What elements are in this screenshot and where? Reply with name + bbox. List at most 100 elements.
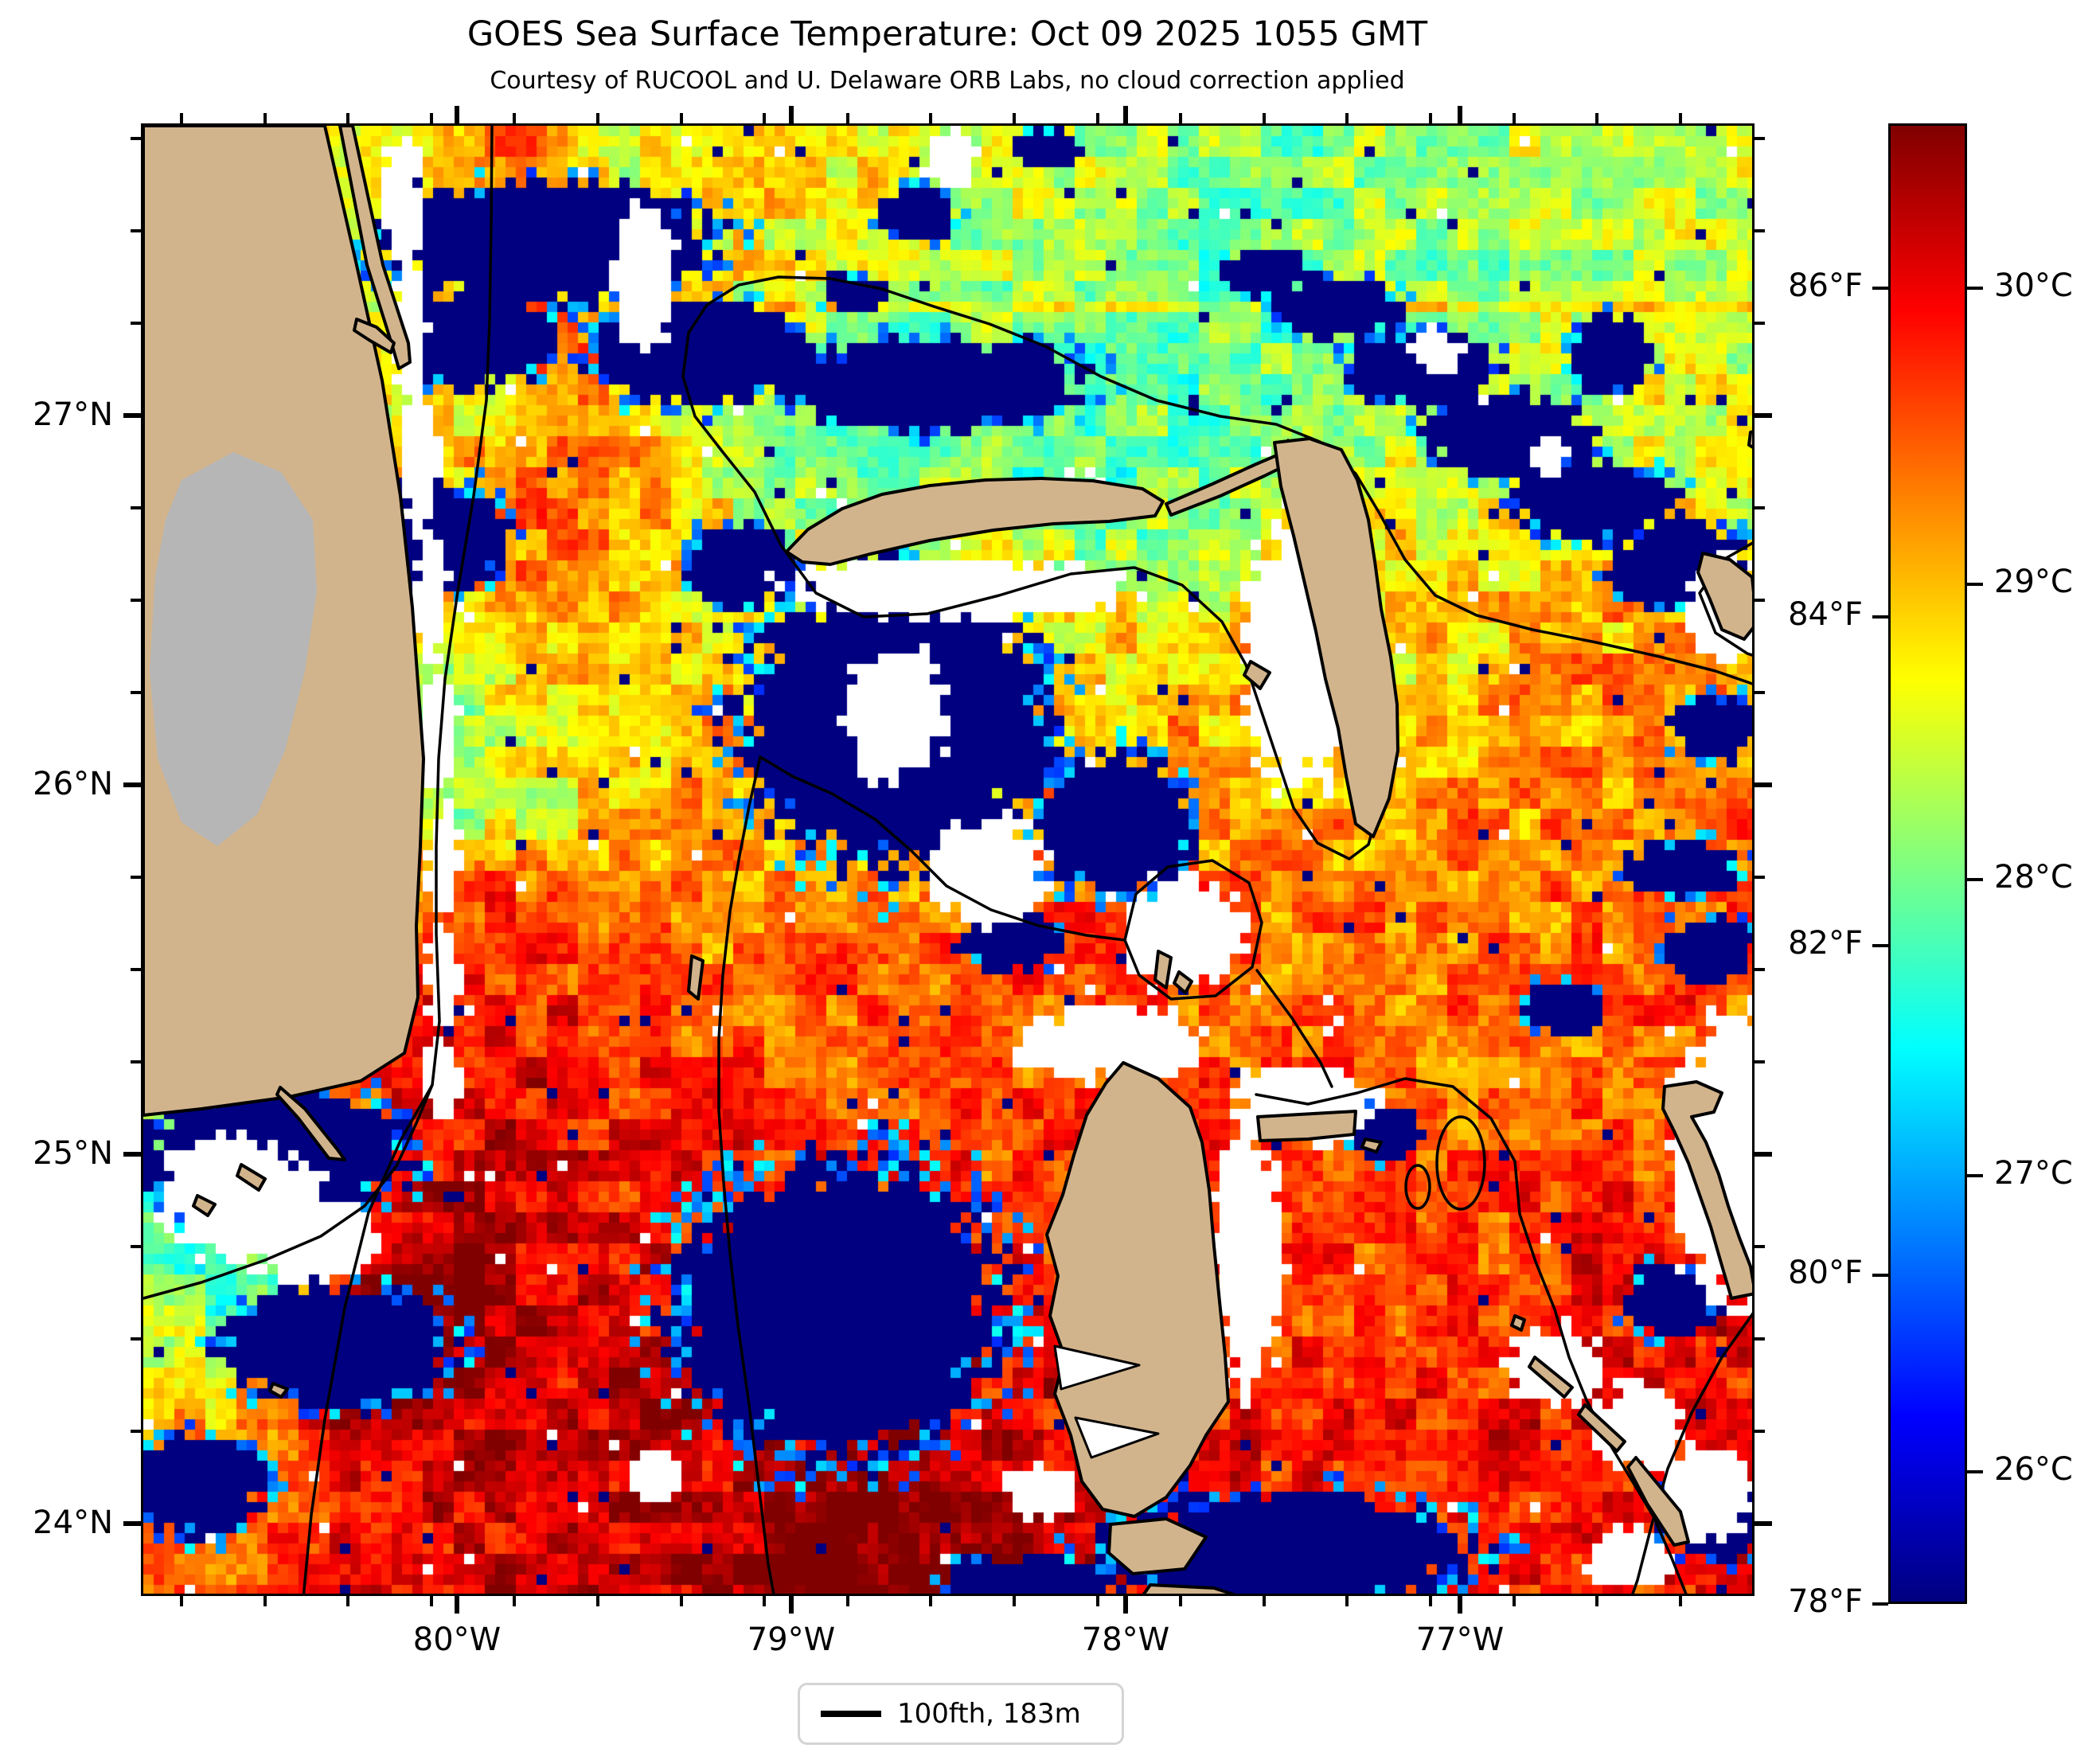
isobath-contour-berry-ring: [1123, 859, 1263, 1001]
landmass-inlet-horn: [353, 318, 396, 354]
landmass-barrier-island: [338, 126, 412, 370]
y-axis-major-tick: [123, 413, 141, 418]
landmass-key-largo: [275, 1086, 346, 1161]
x-axis-minor-tick: [679, 1596, 683, 1606]
x-axis-minor-tick: [180, 1596, 183, 1606]
colorbar-label-fahrenheit: 84°F: [1788, 596, 1863, 633]
x-axis-minor-tick: [1179, 1596, 1183, 1606]
y-axis-minor-tick-right: [1755, 599, 1765, 602]
colorbar-label-celsius: 29°C: [1994, 564, 2073, 600]
x-axis-major-tick: [1123, 1596, 1128, 1614]
x-axis-tick-label: 79°W: [747, 1621, 836, 1658]
x-axis-minor-tick-top: [429, 113, 433, 123]
landmass-andros-s2: [1142, 1583, 1237, 1594]
y-axis-tick-label: 24°N: [33, 1504, 113, 1541]
colorbar-label-fahrenheit: 80°F: [1788, 1255, 1863, 1291]
isobath-contour-ring: [1435, 1115, 1486, 1211]
landmass-bimini: [687, 954, 705, 1001]
channel-cut-andros-cut1: [1053, 1344, 1141, 1391]
y-axis-minor-tick: [131, 599, 141, 602]
x-axis-minor-tick: [429, 1596, 433, 1606]
x-axis-minor-tick: [596, 1596, 599, 1606]
colorbar-tick-fahrenheit: [1872, 615, 1888, 619]
map-axes-frame: [141, 123, 1755, 1596]
y-axis-minor-tick-right: [1755, 1060, 1765, 1063]
x-axis-minor-tick: [1595, 1596, 1599, 1606]
x-axis-minor-tick: [845, 1596, 849, 1606]
landmass-edge-cay: [1747, 430, 1752, 449]
y-axis-minor-tick: [131, 506, 141, 509]
y-axis-minor-tick-right: [1755, 1337, 1765, 1340]
legend-label: 100fth, 183m: [897, 1698, 1081, 1730]
x-axis-major-tick: [1458, 1596, 1462, 1614]
landmass-berry-1: [1153, 950, 1173, 989]
colorbar-tick-celsius: [1967, 1174, 1983, 1177]
x-axis-minor-tick-top: [1262, 113, 1266, 123]
y-axis-minor-tick: [131, 322, 141, 325]
x-axis-tick-label: 80°W: [412, 1621, 502, 1658]
y-axis-minor-tick-right: [1755, 137, 1765, 140]
x-axis-minor-tick-top: [763, 113, 767, 123]
x-axis-minor-tick-top: [1095, 113, 1099, 123]
x-axis-minor-tick-top: [1013, 113, 1016, 123]
x-axis-minor-tick-top: [1595, 113, 1599, 123]
x-axis-minor-tick: [513, 1596, 517, 1606]
x-axis-major-tick-top: [789, 106, 794, 123]
isobath-legend-line-swatch: [821, 1711, 881, 1717]
y-axis-minor-tick-right: [1755, 968, 1765, 971]
colorbar-label-fahrenheit: 78°F: [1788, 1583, 1863, 1620]
x-axis-minor-tick-top: [513, 113, 517, 123]
y-axis-major-tick-right: [1755, 1152, 1772, 1157]
y-axis-major-tick-right: [1755, 413, 1772, 418]
y-axis-minor-tick-right: [1755, 229, 1765, 232]
x-axis-minor-tick: [263, 1596, 267, 1606]
landmass-exuma-3: [1626, 1456, 1690, 1547]
x-axis-minor-tick-top: [1512, 113, 1516, 123]
isobath-contour-berry-to-np: [1255, 969, 1333, 1088]
colorbar-tick-fahrenheit: [1872, 1602, 1888, 1606]
y-axis-minor-tick: [131, 1337, 141, 1340]
y-axis-minor-tick-right: [1755, 1430, 1765, 1433]
colorbar-label-fahrenheit: 82°F: [1788, 925, 1863, 962]
x-axis-major-tick: [789, 1596, 794, 1614]
colorbar-label-celsius: 30°C: [1994, 267, 2073, 304]
x-axis-minor-tick-top: [596, 113, 599, 123]
y-axis-tick-label: 27°N: [33, 396, 113, 433]
landmass-rose-cay: [1360, 1138, 1383, 1153]
landmass-key-3: [192, 1194, 217, 1217]
colorbar-tick-celsius: [1967, 287, 1983, 290]
y-axis-minor-tick: [131, 229, 141, 232]
y-axis-minor-tick: [131, 1430, 141, 1433]
x-axis-minor-tick-top: [929, 113, 933, 123]
colorbar-tick-celsius: [1967, 1470, 1983, 1473]
y-axis-minor-tick: [131, 968, 141, 971]
x-axis-minor-tick: [1429, 1596, 1432, 1606]
landmass-abaco: [1273, 437, 1399, 838]
x-axis-tick-label: 77°W: [1415, 1621, 1505, 1658]
isobath-contour-nw-providence-channel-south: [759, 755, 1126, 942]
x-axis-minor-tick-top: [346, 113, 350, 123]
colorbar-tick-celsius: [1967, 583, 1983, 586]
channel-cut-andros-cut2: [1074, 1416, 1160, 1459]
x-axis-minor-tick: [929, 1596, 933, 1606]
legend-box: 100fth, 183m: [798, 1683, 1124, 1745]
x-axis-minor-tick-top: [180, 113, 183, 123]
x-axis-major-tick-top: [1123, 106, 1128, 123]
x-axis-minor-tick-top: [845, 113, 849, 123]
landmass-new-providence: [1256, 1110, 1357, 1142]
y-axis-minor-tick-right: [1755, 1245, 1765, 1248]
landmass-andros-s1: [1107, 1517, 1208, 1575]
colorbar-tick-fahrenheit: [1872, 944, 1888, 947]
isobath-contour-tongue-of-ocean-east: [1255, 1077, 1688, 1594]
x-axis-minor-tick: [346, 1596, 350, 1606]
colorbar-label-celsius: 27°C: [1994, 1155, 2073, 1192]
colorbar-label-celsius: 26°C: [1994, 1451, 2073, 1488]
x-axis-minor-tick: [1013, 1596, 1016, 1606]
landmass-key-2: [236, 1163, 267, 1192]
y-axis-major-tick: [123, 1152, 141, 1157]
isobath-contour-ring: [1404, 1164, 1431, 1210]
x-axis-major-tick: [455, 1596, 459, 1614]
colorbar-tick-celsius: [1967, 878, 1983, 881]
x-axis-minor-tick: [1512, 1596, 1516, 1606]
